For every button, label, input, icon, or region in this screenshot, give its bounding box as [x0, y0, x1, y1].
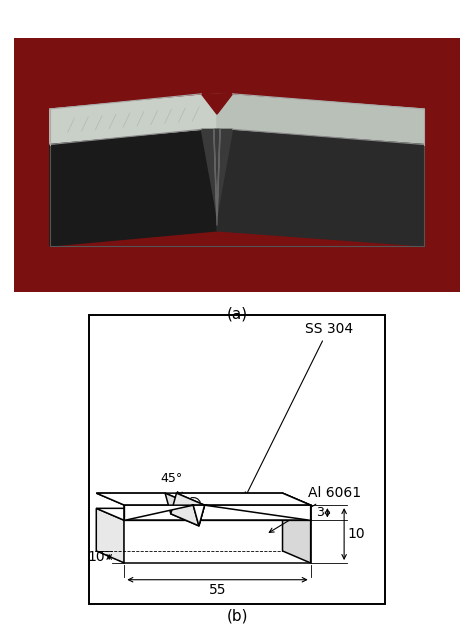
Polygon shape: [50, 94, 217, 145]
Polygon shape: [171, 493, 205, 526]
Text: 3: 3: [316, 507, 324, 519]
Polygon shape: [124, 521, 310, 563]
Polygon shape: [96, 493, 193, 505]
Polygon shape: [283, 508, 310, 563]
Polygon shape: [217, 129, 424, 246]
Polygon shape: [124, 505, 310, 526]
Text: 10: 10: [348, 527, 365, 541]
Polygon shape: [96, 508, 310, 521]
Polygon shape: [193, 505, 205, 526]
Polygon shape: [96, 493, 310, 505]
Polygon shape: [124, 505, 310, 521]
Text: (a): (a): [227, 307, 247, 322]
Polygon shape: [96, 508, 124, 563]
Text: 10: 10: [87, 550, 105, 564]
Polygon shape: [201, 129, 233, 216]
Polygon shape: [214, 129, 220, 226]
Text: SS 304: SS 304: [245, 321, 353, 497]
Polygon shape: [165, 493, 199, 526]
Polygon shape: [201, 94, 233, 114]
Text: 2: 2: [205, 508, 214, 522]
Polygon shape: [176, 493, 310, 505]
Polygon shape: [283, 493, 310, 521]
Polygon shape: [50, 129, 217, 246]
Text: 45°: 45°: [161, 472, 183, 486]
Text: Al 6061: Al 6061: [269, 486, 361, 533]
Polygon shape: [217, 94, 424, 145]
Text: 55: 55: [209, 583, 226, 597]
Text: (b): (b): [226, 609, 248, 624]
